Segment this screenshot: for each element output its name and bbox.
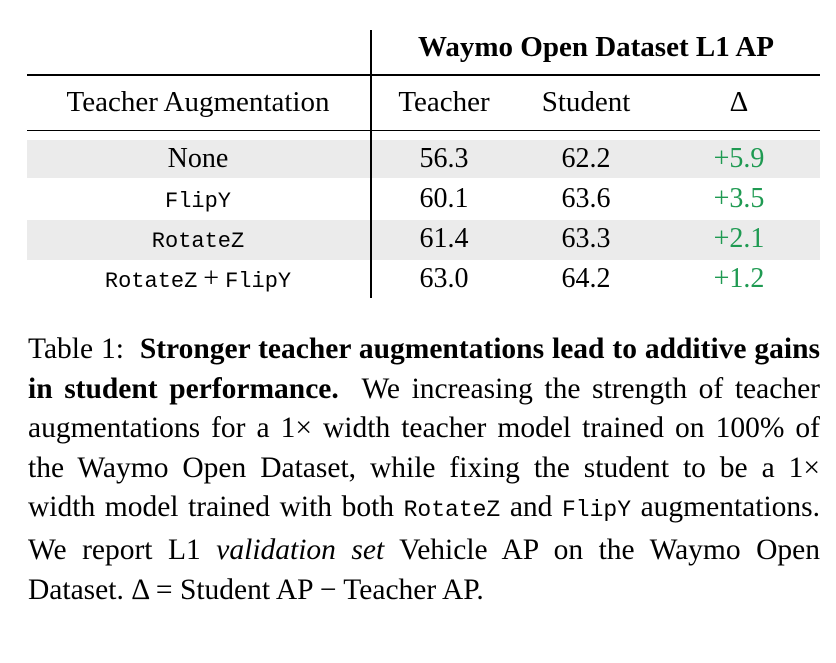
column-header-student: Student	[541, 86, 631, 118]
augmentation-part: +	[203, 263, 220, 294]
row-augmentation: FlipY	[165, 183, 231, 218]
table-shade-row-3	[27, 220, 820, 260]
caption-italic: validation set	[216, 533, 385, 566]
caption-text-4: Vehicle AP on the Waymo Open Dataset.	[28, 533, 821, 606]
row-augmentation: RotateZ + FlipY	[105, 263, 291, 298]
caption-text-1: We increasing the strength of teacher au…	[28, 372, 820, 524]
augmentation-part: RotateZ	[151, 229, 245, 254]
row-teacher-ap: 61.4	[419, 223, 469, 254]
row-delta: +5.9	[713, 143, 765, 174]
row-student-ap: 63.6	[561, 183, 611, 214]
column-header-delta: Δ	[729, 86, 749, 118]
caption-label: Table 1:	[28, 333, 124, 365]
row-student-ap: 62.2	[561, 143, 611, 174]
caption-code-rotatez: RotateZ	[403, 497, 501, 524]
table-top-rule	[27, 74, 820, 76]
column-header-teacher: Teacher	[398, 86, 490, 118]
group-header: Waymo Open Dataset L1 AP	[417, 31, 775, 63]
table-shade-row-1	[27, 140, 820, 178]
row-student-ap: 64.2	[561, 263, 611, 294]
row-delta: +2.1	[713, 223, 765, 254]
table-mid-rule	[27, 130, 820, 132]
row-augmentation: RotateZ	[152, 223, 244, 258]
caption-text-2: and	[509, 491, 553, 524]
row-delta: +1.2	[713, 263, 765, 294]
augmentation-part: RotateZ	[104, 269, 198, 294]
augmentation-part: None	[167, 143, 229, 174]
row-teacher-ap: 60.1	[419, 183, 469, 214]
augmentation-part: FlipY	[225, 269, 292, 294]
augmentation-part: FlipY	[164, 189, 232, 214]
row-teacher-ap: 63.0	[419, 263, 469, 294]
caption-bold-title: Stronger teacher augmentations lead to a…	[28, 333, 820, 405]
caption-code-flipy: FlipY	[561, 497, 631, 524]
row-teacher-ap: 56.3	[419, 143, 469, 174]
column-header-augmentation: Teacher Augmentation	[66, 86, 330, 118]
row-augmentation: None	[168, 143, 229, 175]
row-delta: +3.5	[713, 183, 765, 214]
table-vertical-divider	[370, 30, 372, 298]
table-caption: Table 1: Stronger teacher augmentations …	[28, 330, 820, 610]
row-student-ap: 63.3	[561, 223, 611, 254]
caption-text-3: augmentations. We report L1	[28, 491, 820, 566]
caption-formula: Δ = Student AP − Teacher AP.	[131, 573, 484, 606]
